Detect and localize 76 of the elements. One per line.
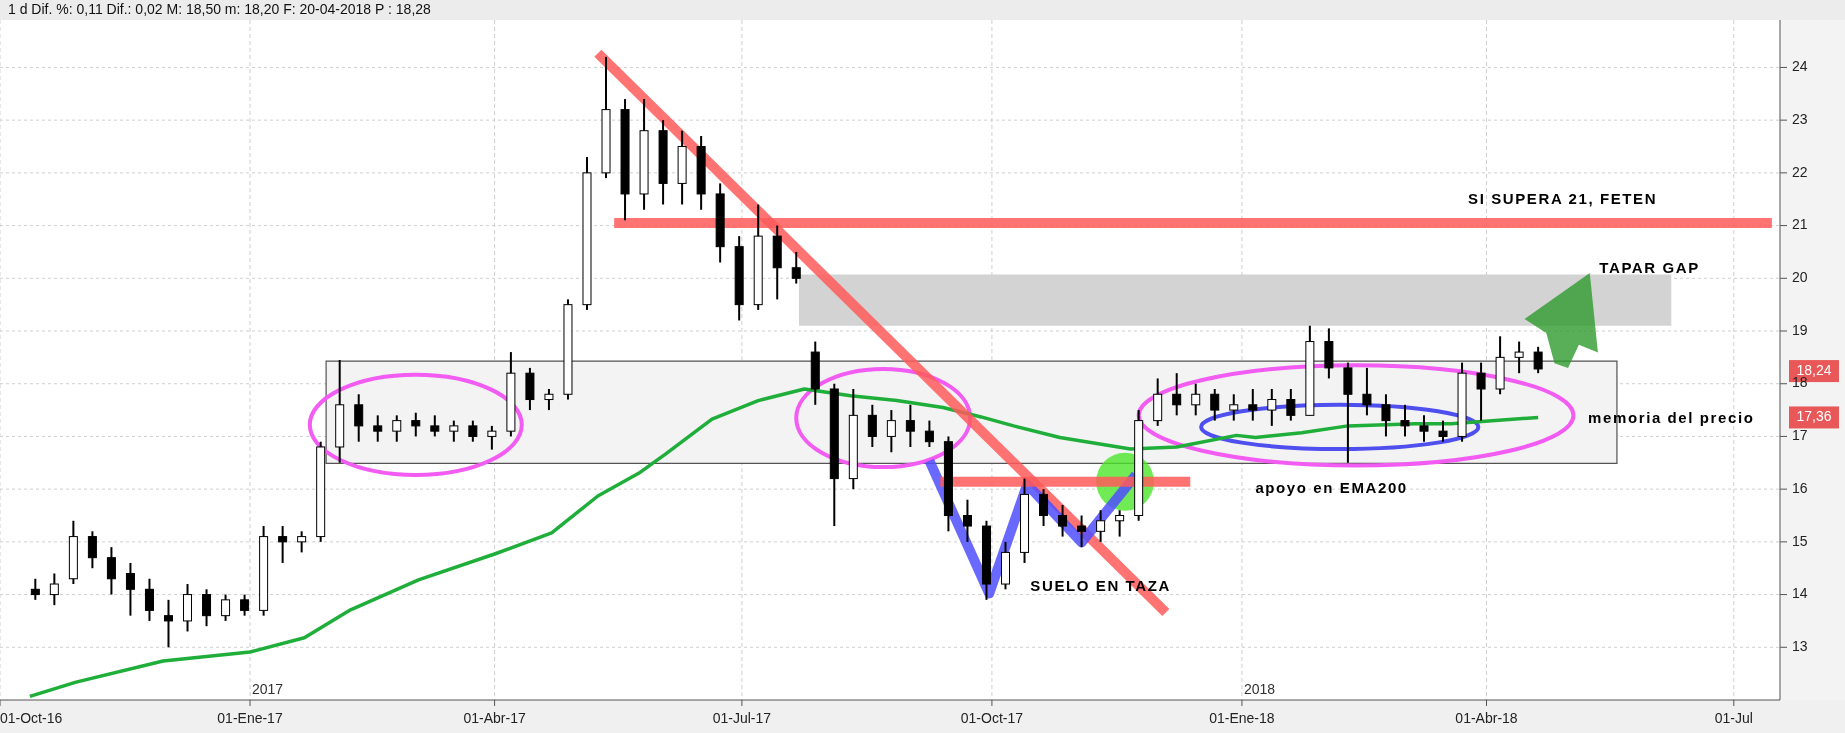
candlestick	[1172, 372, 1182, 417]
y-tick-label: 14	[1792, 585, 1808, 602]
candlestick	[468, 419, 478, 443]
candlestick	[49, 572, 59, 607]
text: 17,36	[1796, 408, 1832, 425]
candlestick	[1077, 514, 1087, 549]
candlestick	[1039, 488, 1049, 528]
annotation: TAPAR GAP	[1599, 259, 1700, 277]
candlestick	[1229, 393, 1239, 422]
candlestick	[867, 403, 877, 448]
candlestick	[1381, 393, 1391, 438]
candlestick	[297, 530, 307, 554]
candlestick	[373, 414, 383, 443]
y-tick-label: 13	[1792, 637, 1808, 654]
candlestick	[1267, 387, 1277, 427]
candlestick	[202, 588, 212, 628]
annotation: SUELO EN TAZA	[1030, 576, 1171, 594]
x-tick-label: 01-Jul-17	[712, 710, 772, 726]
candlestick	[278, 525, 288, 564]
y-tick-label: 22	[1792, 163, 1808, 180]
y-tick-label: 20	[1792, 269, 1808, 285]
x-tick-label: 01-Abr-18	[1455, 710, 1518, 726]
candlestick	[924, 419, 934, 448]
candlestick	[886, 409, 896, 454]
y-tick-label: 17	[1792, 427, 1808, 444]
chart-subtitle: 1 d Dif. %: 0,11 Dif.: 0,02 M: 18,50 m: 18,20 F: 20-04-2018 P : 18,28	[8, 1, 432, 17]
y-tick-label: 16	[1792, 479, 1808, 496]
candlestick	[144, 577, 154, 622]
y-tick-label: 21	[1792, 216, 1808, 233]
candlestick	[1058, 503, 1068, 538]
candlestick	[1210, 387, 1220, 422]
candlestick	[1476, 361, 1486, 422]
x-tick-label: 01-Ene-17	[217, 710, 283, 726]
candlestick	[125, 561, 135, 617]
y-tick-label: 19	[1792, 321, 1808, 338]
candlestick	[1191, 382, 1201, 417]
candlestick	[354, 393, 364, 443]
candlestick	[240, 593, 250, 617]
candlestick	[791, 250, 801, 285]
candlestick	[30, 577, 40, 601]
candlestick	[1115, 509, 1125, 538]
candlestick	[1438, 419, 1448, 443]
x-tick-label: 01-Jul	[1714, 710, 1753, 726]
candlestick	[544, 387, 554, 412]
candlestick	[106, 546, 116, 596]
candlestick	[1248, 387, 1258, 422]
candlestick	[487, 424, 497, 451]
x-tick-label: 01-Ene-18	[1209, 710, 1275, 726]
candlestick	[430, 414, 440, 438]
candlestick	[1419, 414, 1429, 443]
candlestick	[1533, 345, 1543, 375]
candlestick	[221, 593, 231, 622]
candlestick	[1400, 403, 1410, 438]
annotation: 2017	[252, 681, 284, 697]
x-tick-label: 01-Abr-17	[463, 710, 526, 726]
y-tick-label: 23	[1792, 110, 1808, 127]
y-tick-label: 15	[1792, 532, 1808, 549]
annotation: memoria del precio	[1588, 409, 1755, 427]
line-series	[28, 387, 1540, 699]
candlestick	[1096, 509, 1106, 543]
candlestick	[411, 411, 421, 438]
candlestick	[87, 530, 97, 570]
candlestick	[1362, 366, 1372, 417]
x-tick-label: 01-Oct-16	[0, 710, 63, 726]
candlestick	[1286, 387, 1296, 422]
text: 18,24	[1796, 361, 1832, 378]
candlestick	[962, 498, 972, 543]
x-tick-label: 01-Oct-17	[960, 710, 1024, 726]
annotation: 2018	[1243, 681, 1276, 697]
candlestick	[392, 414, 402, 443]
candlestick	[163, 598, 173, 649]
candlestick	[905, 403, 915, 448]
y-tick-label: 24	[1792, 58, 1808, 75]
annotation: SI SUPERA 21, FETEN	[1468, 190, 1658, 208]
annotation: apoyo en EMA200	[1255, 479, 1408, 497]
candlestick	[449, 419, 459, 443]
